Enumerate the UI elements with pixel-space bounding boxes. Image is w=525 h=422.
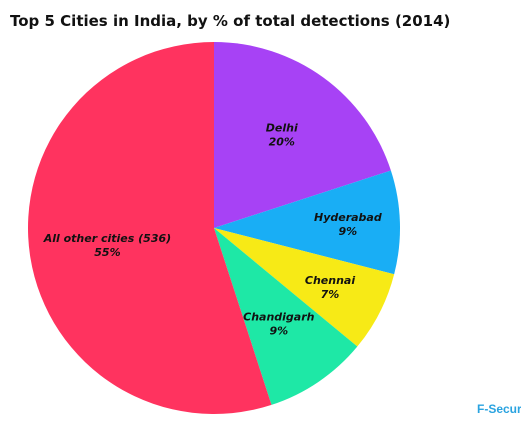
- pie-slice-chandigarh: [214, 228, 358, 405]
- slice-label: Delhi: [266, 122, 298, 135]
- pie-labels: Delhi20%Hyderabad9%Chennai7%Chandigarh9%…: [43, 122, 382, 338]
- slice-value-label: 9%: [339, 225, 358, 238]
- pie-slice-all-other-cities-536: [27, 42, 272, 415]
- slice-label: All other cities (536): [43, 232, 171, 245]
- brand-logo: F-Secure: [477, 402, 521, 416]
- slice-value-label: 7%: [321, 288, 340, 301]
- slice-label: Chandigarh: [243, 310, 315, 323]
- pie-slice-delhi: [214, 42, 391, 228]
- slice-value-label: 20%: [269, 136, 295, 149]
- chart-title: Top 5 Cities in India, by % of total det…: [10, 12, 451, 30]
- slice-label: Chennai: [305, 274, 355, 287]
- pie-slice-chennai: [214, 228, 395, 347]
- pie-slices: [27, 42, 400, 415]
- pie-slice-hyderabad: [214, 170, 400, 275]
- slice-value-label: 9%: [269, 324, 288, 337]
- slice-value-label: 55%: [94, 246, 120, 259]
- slice-label: Hyderabad: [314, 211, 382, 224]
